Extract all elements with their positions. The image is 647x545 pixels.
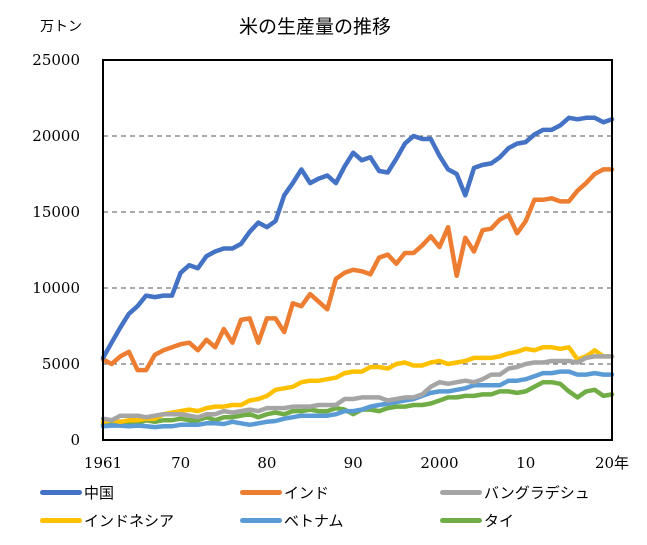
chart-title: 米の生産量の推移 bbox=[239, 16, 391, 38]
legend-item-indonesia: インドネシア bbox=[40, 510, 240, 531]
x-tick-label: 90 bbox=[344, 454, 363, 472]
legend-label-india: インド bbox=[284, 483, 330, 502]
y-tick-label: 0 bbox=[70, 431, 80, 449]
legend-item-thailand: タイ bbox=[440, 510, 640, 531]
plot-area-border bbox=[102, 59, 613, 441]
x-tick-label: 20年 bbox=[595, 454, 629, 472]
legend-swatch-india bbox=[240, 489, 282, 495]
x-tick-label: 1961 bbox=[84, 454, 122, 472]
series-line-ベトナム bbox=[100, 369, 615, 430]
legend-swatch-bangladesh bbox=[440, 489, 482, 495]
series-line-バングラデシュ bbox=[100, 354, 615, 423]
gridlines bbox=[103, 135, 612, 365]
y-tick-label: 20000 bbox=[32, 127, 80, 145]
legend-label-indonesia: インドネシア bbox=[84, 511, 175, 530]
legend-label-china: 中国 bbox=[84, 483, 115, 502]
x-tick-label: 10 bbox=[516, 454, 535, 472]
series-line-インド bbox=[100, 167, 615, 373]
legend-item-india: インド bbox=[240, 482, 440, 503]
legend-label-bangladesh: バングラデシュ bbox=[484, 483, 590, 502]
series-line-タイ bbox=[100, 379, 615, 428]
series-lines bbox=[100, 115, 615, 430]
legend: 中国 インド バングラデシュ インドネシア ベトナム タイ bbox=[40, 478, 640, 534]
x-tick-label: 80 bbox=[257, 454, 276, 472]
y-tick-label: 10000 bbox=[32, 279, 80, 297]
legend-label-thailand: タイ bbox=[484, 511, 515, 530]
legend-item-china: 中国 bbox=[40, 482, 240, 503]
x-tick-label: 2000 bbox=[420, 454, 458, 472]
series-line-インドネシア bbox=[100, 345, 615, 425]
series-line-中国 bbox=[100, 115, 615, 361]
legend-swatch-vietnam bbox=[240, 517, 282, 523]
legend-row-1: 中国 インド バングラデシュ bbox=[40, 478, 640, 506]
x-tick-label: 70 bbox=[171, 454, 190, 472]
legend-item-bangladesh: バングラデシュ bbox=[440, 482, 640, 503]
legend-row-2: インドネシア ベトナム タイ bbox=[40, 506, 640, 534]
chart-svg: 万トン 米の生産量の推移 0 5000 10000 15000 20000 25000 1… bbox=[32, 16, 629, 472]
y-axis-ticks: 0 5000 10000 15000 20000 25000 bbox=[32, 51, 80, 449]
legend-item-vietnam: ベトナム bbox=[240, 510, 440, 531]
y-tick-label: 15000 bbox=[32, 203, 80, 221]
legend-swatch-indonesia bbox=[40, 517, 82, 523]
y-tick-label: 25000 bbox=[32, 51, 80, 69]
legend-swatch-china bbox=[40, 489, 82, 495]
x-axis-ticks: 1961 70 80 90 2000 10 20年 bbox=[84, 454, 629, 472]
legend-label-vietnam: ベトナム bbox=[284, 511, 344, 530]
legend-swatch-thailand bbox=[440, 517, 482, 523]
y-axis-unit-label: 万トン bbox=[40, 19, 82, 35]
y-tick-label: 5000 bbox=[42, 355, 80, 373]
